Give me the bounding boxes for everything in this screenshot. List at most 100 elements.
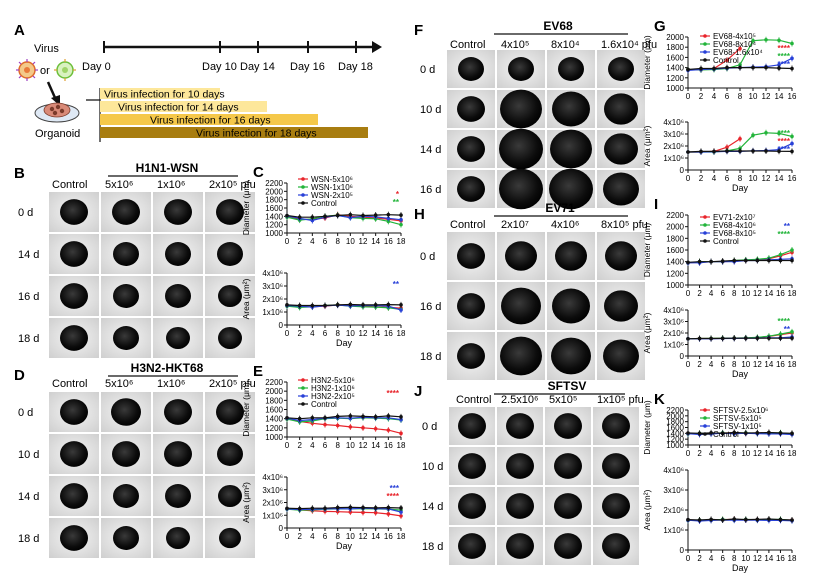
column-header: Control bbox=[450, 219, 485, 231]
x-tick-label: 2 bbox=[297, 532, 302, 541]
organoid bbox=[554, 453, 582, 479]
chart-panel-e: E10001200140016001800200022000 2 4 6 8 10 12 14… bbox=[241, 363, 406, 551]
row-label: 16 d bbox=[18, 291, 39, 303]
x-tick-label: 2 bbox=[699, 92, 704, 101]
y-axis-label: Area (μm²) bbox=[642, 489, 652, 530]
data-point bbox=[790, 248, 794, 252]
x-tick-label: 14 bbox=[371, 441, 380, 450]
organoid bbox=[458, 493, 486, 519]
data-point bbox=[336, 214, 340, 218]
x-tick-label: 4 bbox=[310, 329, 315, 338]
data-point bbox=[336, 424, 340, 428]
legend-marker bbox=[301, 177, 305, 181]
y-tick-label: 1000 bbox=[265, 433, 283, 442]
organoid bbox=[165, 242, 191, 266]
grid-panel-j: J SFTSVControl 2.5x10⁶ 5x10⁵ 1x10⁵ pfu0 d10 … bbox=[414, 379, 644, 565]
x-tick-label: 16 bbox=[776, 360, 785, 369]
data-point bbox=[744, 518, 748, 522]
organoid bbox=[500, 337, 542, 376]
x-tick-label: 6 bbox=[323, 329, 328, 338]
y-tick-label: 0 bbox=[279, 524, 284, 533]
organoid bbox=[165, 484, 191, 508]
row-label: 0 d bbox=[18, 207, 33, 219]
y-tick-label: 1x10⁶ bbox=[663, 341, 684, 350]
x-tick-label: 10 bbox=[741, 554, 750, 563]
infection-bar-label: Virus infection for 18 days bbox=[196, 128, 317, 140]
x-tick-label: 8 bbox=[335, 532, 340, 541]
y-tick-label: 1800 bbox=[265, 396, 283, 405]
x-tick-label: 16 bbox=[384, 329, 393, 338]
data-point bbox=[790, 330, 794, 334]
organoid bbox=[458, 453, 486, 479]
data-point bbox=[709, 260, 713, 264]
x-tick-label: 12 bbox=[753, 449, 762, 458]
organoid bbox=[604, 290, 638, 321]
x-tick-label: 16 bbox=[788, 174, 797, 183]
column-header: Control bbox=[52, 378, 87, 390]
legend-marker bbox=[703, 408, 707, 412]
timeline-label: Day 0 bbox=[82, 61, 111, 73]
data-point bbox=[790, 259, 794, 263]
x-tick-label: 18 bbox=[788, 554, 797, 563]
panel-label-d: D bbox=[14, 367, 25, 384]
x-tick-label: 0 bbox=[285, 441, 290, 450]
organoid bbox=[113, 526, 139, 550]
organoid bbox=[552, 92, 590, 127]
column-header: 8x10⁴ bbox=[551, 39, 580, 51]
data-point bbox=[361, 214, 365, 218]
legend-marker bbox=[301, 193, 305, 197]
organoid bbox=[219, 528, 241, 548]
column-header: Control bbox=[450, 39, 485, 51]
data-point bbox=[387, 414, 391, 418]
y-tick-label: 2000 bbox=[666, 33, 684, 42]
data-point bbox=[686, 150, 690, 154]
legend-marker bbox=[703, 58, 707, 62]
panel-label-i: I bbox=[654, 196, 658, 213]
x-tick-label: 12 bbox=[762, 92, 771, 101]
x-tick-label: 10 bbox=[741, 289, 750, 298]
data-point bbox=[387, 512, 391, 516]
data-point bbox=[686, 260, 690, 264]
x-tick-label: 4 bbox=[712, 92, 717, 101]
x-tick-label: 14 bbox=[775, 174, 784, 183]
infection-duration-bars: Virus infection for 10 daysVirus infecti… bbox=[100, 88, 368, 140]
x-tick-label: 10 bbox=[346, 237, 355, 246]
panel-a: A Virus or bbox=[14, 22, 382, 142]
organoid bbox=[113, 484, 139, 508]
x-tick-label: 4 bbox=[709, 554, 714, 563]
organoid bbox=[499, 169, 543, 209]
y-axis-label: Diameter (μm) bbox=[642, 35, 652, 90]
x-tick-label: 6 bbox=[323, 237, 328, 246]
panel-label-k: K bbox=[654, 391, 665, 408]
y-tick-label: 1200 bbox=[265, 221, 283, 230]
x-tick-label: 0 bbox=[285, 532, 290, 541]
data-point bbox=[285, 416, 289, 420]
row-label: 16 d bbox=[420, 301, 441, 313]
y-axis-label: Area (μm²) bbox=[642, 312, 652, 353]
legend-marker bbox=[703, 34, 707, 38]
x-tick-label: 10 bbox=[346, 532, 355, 541]
y-axis-label: Diameter (μm) bbox=[241, 382, 251, 437]
x-tick-label: 12 bbox=[359, 441, 368, 450]
x-tick-label: 6 bbox=[323, 441, 328, 450]
x-tick-label: 8 bbox=[732, 289, 737, 298]
y-tick-label: 1800 bbox=[666, 234, 684, 243]
organoid bbox=[604, 93, 638, 124]
organoid bbox=[60, 199, 88, 225]
timeline-label: Day 10 bbox=[202, 61, 237, 73]
y-tick-label: 1x10⁶ bbox=[663, 526, 684, 535]
organoid bbox=[555, 241, 587, 270]
data-point bbox=[709, 337, 713, 341]
organoid bbox=[457, 176, 485, 202]
data-point bbox=[764, 66, 768, 70]
legend-marker bbox=[703, 231, 707, 235]
organoid bbox=[166, 527, 190, 549]
panel-label-h: H bbox=[414, 206, 425, 223]
organoid bbox=[164, 199, 192, 225]
panel-label-f: F bbox=[414, 22, 423, 39]
data-point bbox=[298, 507, 302, 511]
data-point bbox=[751, 66, 755, 70]
timeline-label: Day 18 bbox=[338, 61, 373, 73]
data-point bbox=[744, 431, 748, 435]
x-tick-label: 18 bbox=[397, 441, 406, 450]
